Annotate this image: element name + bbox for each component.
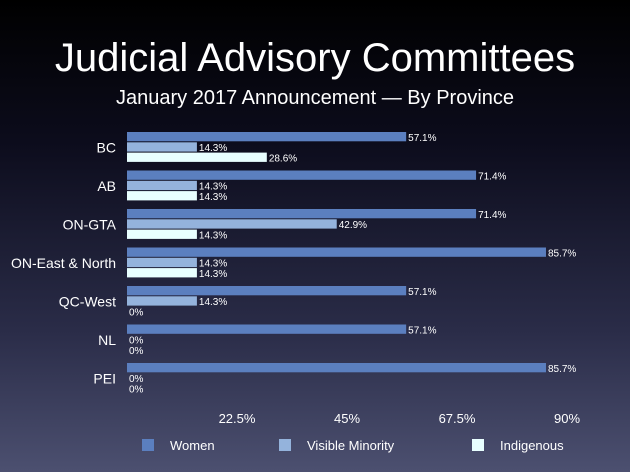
data-label-visible-minority-ab: 14.3%: [199, 182, 227, 193]
data-label-women-qc-west: 57.1%: [408, 287, 436, 298]
bar-women-ab: [127, 170, 477, 180]
x-tick-3: 90%: [554, 411, 580, 426]
bar-indigenous-ab: [127, 191, 197, 201]
category-label-qc-west: QC-West: [59, 293, 116, 309]
chart-title: Judicial Advisory Committees: [54, 36, 576, 80]
bar-visible-minority-bc: [127, 142, 197, 152]
category-label-pei: PEI: [93, 370, 116, 386]
data-label-visible-minority-on-east-north: 14.3%: [199, 259, 227, 270]
legend-swatch-visible-minority: [279, 439, 291, 451]
data-label-visible-minority-bc: 14.3%: [199, 143, 227, 154]
data-label-women-nl: 57.1%: [408, 325, 436, 336]
chart-subtitle: January 2017 Announcement — By Province: [115, 87, 515, 109]
data-label-women-on-east-north: 85.7%: [548, 248, 576, 259]
data-label-visible-minority-pei: 0%: [129, 374, 144, 385]
category-label-on-gta: ON-GTA: [63, 216, 117, 232]
category-label-bc: BC: [97, 139, 116, 155]
data-label-indigenous-qc-west: 0%: [129, 307, 144, 318]
bar-women-on-east-north: [127, 247, 546, 257]
bar-visible-minority-on-gta: [127, 219, 337, 229]
bar-women-bc: [127, 132, 407, 142]
data-label-indigenous-pei: 0%: [129, 384, 144, 395]
data-label-visible-minority-qc-west: 14.3%: [199, 297, 227, 308]
bar-women-qc-west: [127, 286, 407, 296]
data-label-visible-minority-nl: 0%: [129, 336, 144, 347]
bar-indigenous-bc: [127, 152, 267, 162]
bar-visible-minority-on-east-north: [127, 257, 197, 268]
x-tick-1: 45%: [334, 411, 360, 426]
bar-indigenous-on-east-north: [127, 268, 197, 278]
bar-women-pei: [127, 363, 546, 373]
category-label-on-east-north: ON-East & North: [11, 255, 116, 271]
data-label-indigenous-bc: 28.6%: [269, 153, 297, 164]
bar-indigenous-on-gta: [127, 229, 197, 239]
bar-visible-minority-ab: [127, 180, 197, 191]
data-label-indigenous-on-gta: 14.3%: [199, 230, 227, 241]
data-label-indigenous-ab: 14.3%: [199, 192, 227, 203]
category-label-nl: NL: [98, 332, 116, 348]
data-label-indigenous-on-east-north: 14.3%: [199, 269, 227, 280]
bar-women-on-gta: [127, 209, 477, 219]
data-label-women-ab: 71.4%: [478, 171, 506, 182]
data-label-women-bc: 57.1%: [408, 133, 436, 144]
data-label-indigenous-nl: 0%: [129, 346, 144, 357]
data-label-visible-minority-on-gta: 42.9%: [339, 220, 367, 231]
bar-women-nl: [127, 324, 407, 334]
legend-label-women: Women: [170, 438, 215, 453]
legend-swatch-women: [142, 439, 154, 451]
legend-label-visible-minority: Visible Minority: [307, 438, 395, 453]
legend-swatch-indigenous: [472, 439, 484, 451]
x-tick-0: 22.5%: [219, 411, 256, 426]
legend-label-indigenous: Indigenous: [500, 438, 564, 453]
x-tick-2: 67.5%: [439, 411, 476, 426]
bar-visible-minority-qc-west: [127, 296, 197, 306]
data-label-women-pei: 85.7%: [548, 364, 576, 375]
data-label-women-on-gta: 71.4%: [478, 210, 506, 221]
category-label-ab: AB: [97, 178, 116, 194]
